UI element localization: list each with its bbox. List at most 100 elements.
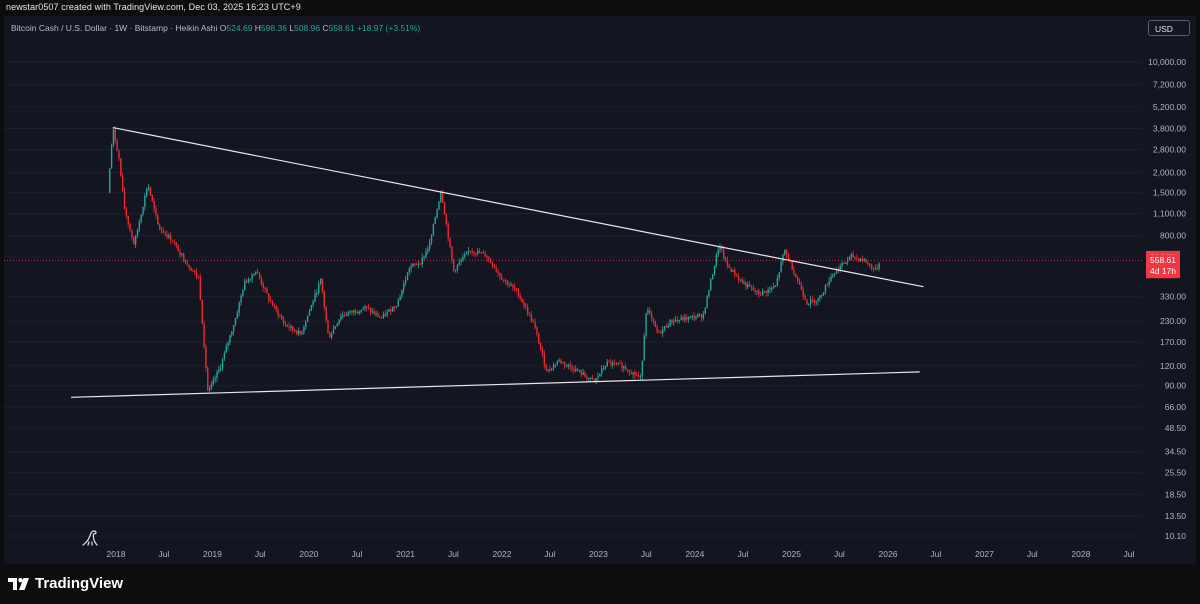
grid <box>4 61 1142 537</box>
candle-body <box>797 276 799 282</box>
candle-body <box>397 300 399 307</box>
candle-body <box>517 289 520 297</box>
candle-body <box>723 249 725 259</box>
close-value: 558.61 <box>328 23 355 33</box>
candle-body <box>756 290 758 292</box>
candle-body <box>273 305 276 307</box>
candle-body <box>445 214 448 224</box>
candle-body <box>595 377 597 382</box>
candle-body <box>305 322 307 327</box>
candle-body <box>704 308 706 314</box>
candle-body <box>194 271 196 273</box>
candle-body <box>262 283 264 288</box>
brand[interactable]: TradingView <box>8 575 123 592</box>
candle-body <box>785 249 788 255</box>
candle-body <box>467 250 470 252</box>
candle-body <box>869 263 871 265</box>
trendlines-layer <box>71 127 924 398</box>
candle-body <box>478 251 481 253</box>
candle-body <box>170 235 172 241</box>
candle-body <box>647 310 649 314</box>
candle-body <box>514 286 516 290</box>
trendline-ascending-support[interactable] <box>71 371 920 398</box>
candle-body <box>811 299 814 301</box>
candle-body <box>319 278 322 284</box>
y-tick-label: 120.00 <box>1160 361 1186 371</box>
candle-body <box>856 257 858 259</box>
y-tick-label: 10.10 <box>1165 531 1187 541</box>
candle-body <box>632 372 634 375</box>
candle-body <box>737 276 740 280</box>
candle-body <box>821 295 823 297</box>
high-value: 598.36 <box>260 23 287 33</box>
candle-body <box>136 229 139 236</box>
candle-body <box>434 217 436 224</box>
trendline-descending-resistance[interactable] <box>112 127 924 288</box>
candle-body <box>724 258 727 260</box>
candle-body <box>358 311 361 313</box>
candle-body <box>334 326 337 329</box>
candle-body <box>208 388 211 391</box>
candle-body <box>752 287 755 290</box>
candle-body <box>343 314 346 316</box>
candle-body <box>623 366 625 369</box>
candle-body <box>356 312 359 314</box>
candle-body <box>715 254 718 266</box>
currency-button[interactable]: USD <box>1148 20 1190 36</box>
x-tick-label: Jul <box>158 549 169 559</box>
candle-body <box>417 263 420 265</box>
candle-body <box>682 317 684 321</box>
candle-body <box>221 359 224 368</box>
candle-body <box>828 281 830 285</box>
candle-body <box>560 360 562 364</box>
candle-body <box>613 362 616 364</box>
candle-body <box>232 324 235 332</box>
candle-body <box>502 279 505 281</box>
candle-body <box>430 234 433 242</box>
candle-body <box>793 270 795 275</box>
candle-body <box>874 268 877 270</box>
candle-body <box>525 305 527 308</box>
candle-body <box>691 315 694 317</box>
candle-body <box>852 254 854 258</box>
candle-body <box>501 276 503 280</box>
candle-body <box>567 364 570 366</box>
candle-body <box>515 289 518 291</box>
y-tick-label: 66.00 <box>1165 402 1187 412</box>
candle-body <box>593 379 596 382</box>
candle-body <box>699 314 701 316</box>
candle-body <box>658 331 660 333</box>
candle-body <box>288 326 290 328</box>
candle-body <box>114 129 117 141</box>
candle-body <box>427 248 429 252</box>
candle-body <box>314 293 316 302</box>
candle-body <box>736 275 738 277</box>
candle-body <box>534 322 536 328</box>
candle-body <box>791 261 793 271</box>
candle-body <box>303 326 305 333</box>
candle-body <box>253 274 255 276</box>
candle-body <box>249 279 252 281</box>
candle-body <box>684 316 686 321</box>
candle-body <box>325 306 327 320</box>
x-tick-label: 2018 <box>107 549 126 559</box>
candle-body <box>321 278 324 292</box>
candle-body <box>323 291 325 307</box>
candle-body <box>564 362 566 366</box>
candle-body <box>449 238 451 247</box>
candle-body <box>197 276 200 278</box>
candle-body <box>149 187 152 195</box>
candle-body <box>475 253 477 255</box>
candle-body <box>848 256 851 261</box>
candle-body <box>769 288 771 290</box>
candle-body <box>286 324 289 327</box>
candle-body <box>824 284 827 293</box>
candle-body <box>140 214 142 222</box>
symbol-legend[interactable]: Bitcoin Cash / U.S. Dollar · 1W · Bitsta… <box>11 23 420 33</box>
candle-body <box>787 254 790 261</box>
x-tick-label: Jul <box>544 549 555 559</box>
candle-body <box>750 286 753 288</box>
candle-body <box>708 290 710 297</box>
candle-body <box>386 311 388 316</box>
